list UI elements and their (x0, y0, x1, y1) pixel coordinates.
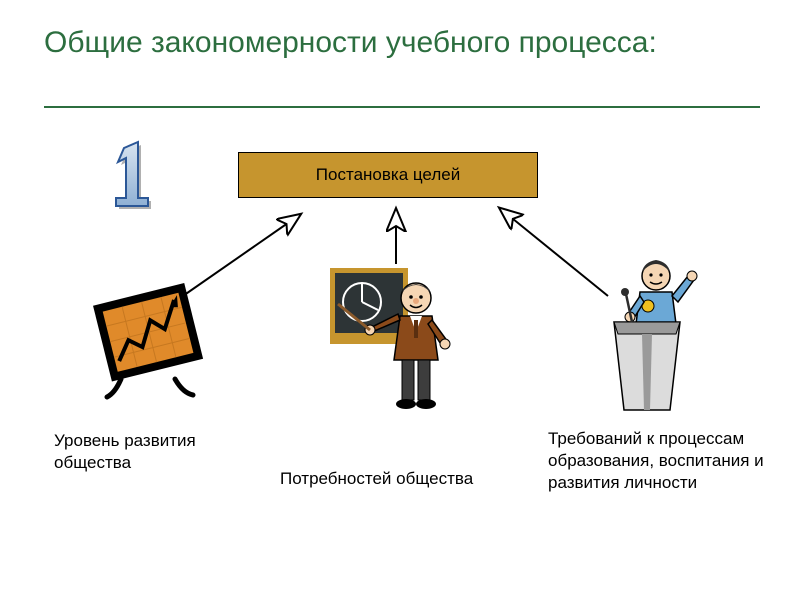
goal-box: Постановка целей (238, 152, 538, 198)
podium-speaker-icon (590, 250, 710, 420)
slide-title: Общие закономерности учебного процесса: (44, 24, 760, 62)
node-left-label: Уровень развития общества (54, 430, 234, 474)
node-center-label: Потребностей общества (280, 468, 500, 490)
teacher-icon (320, 260, 460, 420)
chart-icon (85, 275, 215, 405)
title-underline (44, 106, 760, 108)
node-right-label: Требований к процессам образования, восп… (548, 428, 778, 494)
number-one-icon (100, 140, 160, 210)
goal-box-label: Постановка целей (316, 165, 460, 185)
